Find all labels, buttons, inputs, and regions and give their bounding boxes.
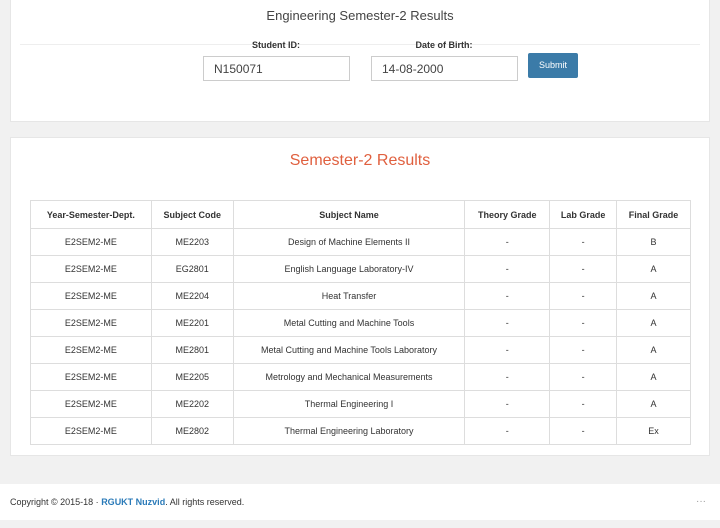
submit-button[interactable]: Submit: [528, 53, 578, 78]
table-cell: Metal Cutting and Machine Tools Laborato…: [232, 336, 466, 364]
table-cell: -: [549, 282, 618, 310]
table-cell: ME2205: [150, 363, 234, 391]
copyright: Copyright © 2015-18 · RGUKT Nuzvid. All …: [10, 497, 244, 507]
table-cell: -: [464, 255, 551, 283]
table-cell: -: [464, 390, 551, 418]
table-cell: Thermal Engineering I: [232, 390, 466, 418]
table-cell: -: [464, 336, 551, 364]
table-cell: -: [549, 255, 618, 283]
copyright-text: Copyright © 2015-18 ·: [10, 497, 102, 507]
table-cell: -: [549, 363, 618, 391]
table-cell: ME2202: [150, 390, 234, 418]
table-cell: E2SEM2-ME: [30, 363, 152, 391]
footer: [0, 484, 720, 520]
dob-input[interactable]: 14-08-2000: [371, 56, 518, 81]
table-cell: -: [549, 336, 618, 364]
divider: [20, 44, 700, 45]
footer-link[interactable]: RGUKT Nuzvid: [101, 497, 166, 507]
table-row: E2SEM2-ME ME2205 Metrology and Mechanical …: [30, 363, 691, 391]
table-cell: -: [549, 309, 618, 337]
copyright-suffix: . All rights reserved.: [165, 497, 245, 507]
table-cell: E2SEM2-ME: [30, 336, 152, 364]
table-cell: E2SEM2-ME: [30, 282, 152, 310]
table-cell: A: [616, 255, 691, 283]
table-cell: -: [549, 390, 618, 418]
table-cell: -: [464, 363, 551, 391]
table-cell: A: [616, 336, 691, 364]
table-cell: -: [464, 228, 551, 256]
table-row: E2SEM2-ME EG2801 English Language Laborato…: [30, 255, 691, 283]
field-label: Student ID:: [252, 40, 300, 50]
table-cell: ME2203: [150, 228, 234, 256]
table-cell: ME2802: [150, 417, 234, 445]
table-cell: A: [616, 363, 691, 391]
table-row: E2SEM2-ME ME2204 Heat Transfer - - A: [30, 282, 691, 310]
column-header: Lab Grade: [549, 200, 618, 229]
table-cell: ME2201: [150, 309, 234, 337]
page-title: Engineering Semester-2 Results: [266, 8, 454, 23]
table-cell: -: [464, 309, 551, 337]
table-cell: E2SEM2-ME: [30, 390, 152, 418]
results-title: Semester-2 Results: [289, 152, 431, 169]
column-header: Final Grade: [616, 200, 691, 229]
table-cell: -: [464, 417, 551, 445]
table-cell: Design of Machine Elements II: [232, 228, 466, 256]
table-cell: ME2801: [150, 336, 234, 364]
table-cell: -: [549, 228, 618, 256]
table-cell: A: [616, 309, 691, 337]
table-cell: E2SEM2-ME: [30, 417, 152, 445]
table-row: E2SEM2-ME ME2801 Metal Cutting and Machine…: [30, 336, 691, 364]
table-row: E2SEM2-ME ME2201 Metal Cutting and Machine…: [30, 309, 691, 337]
column-header: Subject Code: [150, 200, 234, 229]
column-header: Theory Grade: [464, 200, 551, 229]
table-cell: B: [616, 228, 691, 256]
table-cell: Metrology and Mechanical Measurements: [232, 363, 466, 391]
column-header: Subject Name: [232, 200, 466, 229]
table-cell: Ex: [616, 417, 691, 445]
results-table: Year-Semester-Dept. Subject Code Subject N…: [30, 200, 691, 445]
table-cell: A: [616, 390, 691, 418]
table-cell: Thermal Engineering Laboratory: [232, 417, 466, 445]
table-cell: Metal Cutting and Machine Tools: [232, 309, 466, 337]
search-panel: [10, 0, 710, 122]
menu-dots[interactable]: ···: [696, 496, 706, 507]
table-cell: EG2801: [150, 255, 234, 283]
table-cell: -: [549, 417, 618, 445]
table-cell: Heat Transfer: [232, 282, 466, 310]
table-cell: ME2204: [150, 282, 234, 310]
table-cell: E2SEM2-ME: [30, 255, 152, 283]
table-row: E2SEM2-ME ME2202 Thermal Engineering I--A: [30, 390, 691, 418]
field-label: Date of Birth:: [415, 40, 473, 50]
table-row: E2SEM2-ME ME2203 Design of Machine Element…: [30, 228, 691, 256]
column-header: Year-Semester-Dept.: [30, 200, 152, 229]
table-cell: -: [464, 282, 551, 310]
table-cell: A: [616, 282, 691, 310]
student-id-input[interactable]: N150071: [203, 56, 350, 81]
table-cell: English Language Laboratory-IV: [232, 255, 466, 283]
table-cell: E2SEM2-ME: [30, 228, 152, 256]
table-cell: E2SEM2-ME: [30, 309, 152, 337]
header-row: Year-Semester-Dept. Subject Code Subject N…: [30, 200, 691, 229]
table-row: E2SEM2-ME ME2802 Thermal Engineering Labor…: [30, 417, 691, 445]
